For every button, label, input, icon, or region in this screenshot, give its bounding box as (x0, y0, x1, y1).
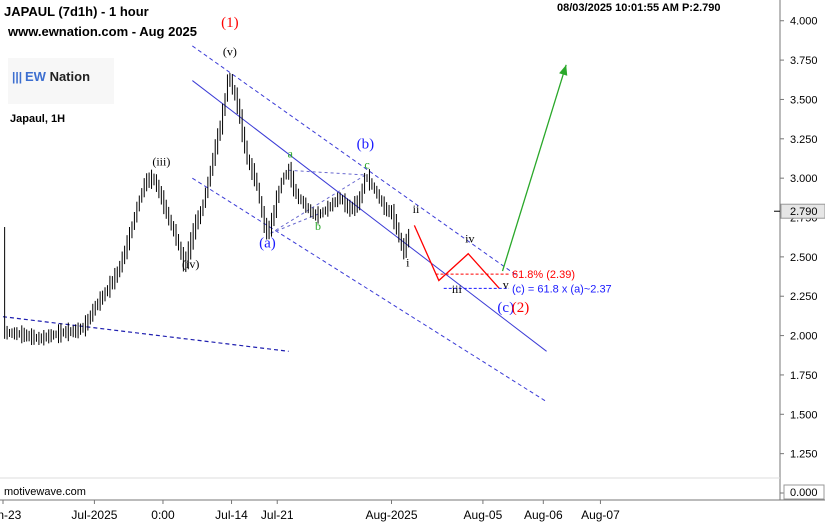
logo-name: Nation (45, 69, 91, 84)
wave-label: b (315, 219, 321, 233)
wave-label: (v) (223, 44, 237, 58)
triangle-layer (270, 169, 366, 234)
wave-label: (1) (221, 15, 239, 31)
volume-axis-tag (783, 484, 825, 500)
logo-bars-icon: ||| (12, 70, 23, 84)
triangle-line (270, 212, 322, 234)
x-tick-label: Jul-2025 (71, 508, 117, 522)
wave-label: (iii) (152, 155, 170, 169)
x-tick-label: Jun-23 (0, 508, 22, 522)
channel-layer (192, 45, 547, 403)
x-tick-label: Jul-21 (261, 508, 294, 522)
wave-label: (c) (497, 300, 514, 316)
channel-upper-line (192, 45, 518, 277)
wave-label: a (288, 147, 294, 161)
projection-path (413, 225, 500, 289)
y-tick-label: 1.500 (790, 409, 818, 421)
logo-prefix: EW (25, 69, 46, 84)
y-tick-label: 4.000 (790, 16, 818, 28)
wave-label: (iv) (182, 257, 199, 271)
projection-layer (413, 225, 500, 289)
wave-label: v (503, 277, 509, 291)
x-tick-label: Aug-06 (524, 508, 563, 522)
target-arrow-layer (501, 64, 568, 272)
fib-layer: 61.8% (2.39) (c) = 61.8 x (a)~2.37 (435, 269, 612, 295)
wave-label: (2) (512, 300, 530, 316)
old-trendline (2, 316, 289, 352)
watermark: motivewave.com (4, 486, 86, 498)
wave-label: (a) (259, 235, 276, 251)
y-tick-label: 2.000 (790, 331, 818, 343)
chart-title: JAPAUL (7d1h) - 1 hour (4, 4, 149, 19)
y-tick-label: 2.500 (790, 252, 818, 264)
current-price-tag (780, 203, 825, 219)
y-tick-label: 3.000 (790, 173, 818, 185)
x-tick-label: Jul-14 (215, 508, 248, 522)
channel-lower-line (192, 177, 547, 403)
x-tick-label: 0:00 (151, 508, 175, 522)
y-tick-label: 1.250 (790, 449, 818, 461)
chart-subtitle: Japaul, 1H (10, 113, 66, 125)
wave-label: i (406, 255, 410, 269)
x-tick-label: Aug-2025 (365, 508, 417, 522)
target-arrow-head (559, 64, 568, 76)
current-price-label: 2.790 (790, 206, 818, 218)
logo-text: EW Nation (25, 69, 90, 84)
old-trendline-layer (2, 316, 289, 352)
x-tick-label: Aug-07 (581, 508, 620, 522)
wave-label: (b) (357, 136, 375, 152)
y-tick-label: 3.250 (790, 134, 818, 146)
volume-axis-label: 0.000 (790, 487, 818, 499)
y-tick-label: 3.500 (790, 94, 818, 106)
timestamp-label: 08/03/2025 10:01:55 AM P:2.790 (557, 2, 721, 14)
fib-label: 61.8% (2.39) (512, 269, 575, 281)
y-tick-label: 3.750 (790, 55, 818, 67)
y-tick-label: 2.250 (790, 291, 818, 303)
wave-label: ii (413, 202, 420, 216)
ew-nation-logo: ||| EW Nation (8, 58, 114, 104)
wave-label: iii (452, 282, 463, 296)
y-tick-label: 1.750 (790, 370, 818, 382)
triangle-line (270, 174, 366, 234)
channel-middle-line (192, 80, 547, 352)
fib-label: (c) = 61.8 x (a)~2.37 (512, 283, 612, 295)
target-arrow-line (501, 64, 567, 272)
wave-label: iv (465, 232, 474, 246)
candles-layer (4, 72, 410, 346)
triangle-line (288, 169, 366, 176)
x-tick-label: Aug-05 (464, 508, 503, 522)
wave-label: c (364, 158, 369, 172)
site-label: www.ewnation.com - Aug 2025 (8, 24, 198, 39)
